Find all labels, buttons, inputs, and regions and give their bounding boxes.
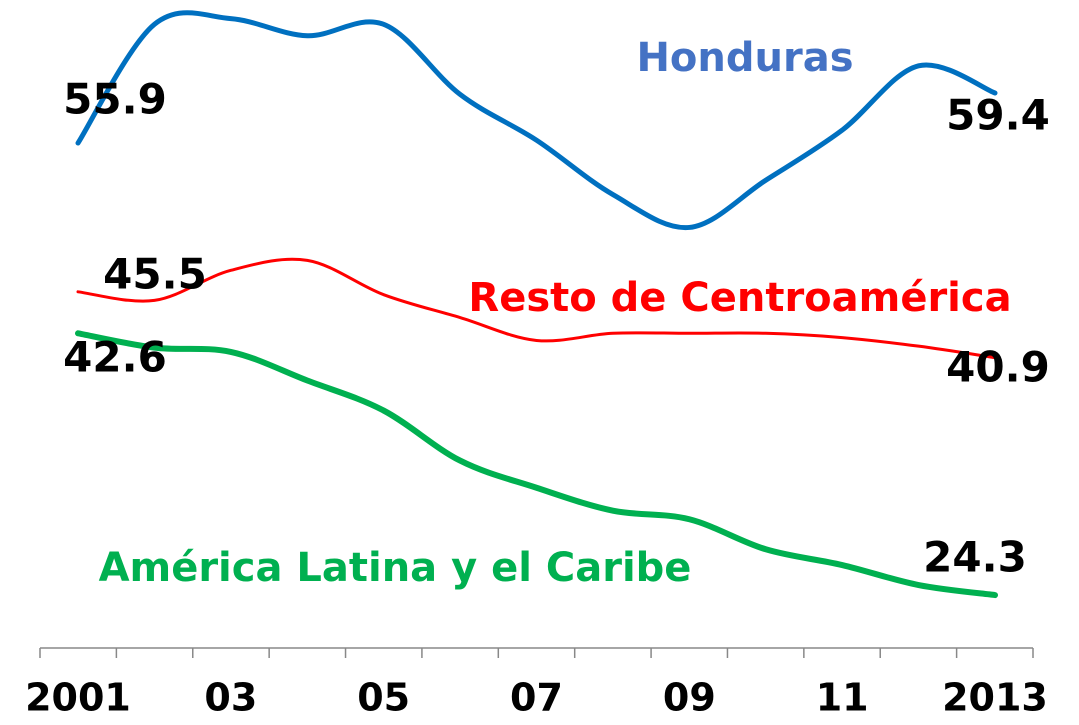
data-label: 45.5 [103, 250, 207, 299]
line [76, 257, 997, 360]
line [75, 330, 998, 599]
data-label: 55.9 [63, 75, 167, 124]
data-label: 40.9 [946, 343, 1050, 392]
x-tick-label: 05 [357, 676, 410, 720]
data-label: 59.4 [946, 91, 1050, 140]
x-tick-label: 2013 [942, 676, 1048, 720]
series-label: América Latina y el Caribe [99, 545, 692, 591]
x-tick-label: 07 [510, 676, 563, 720]
line [75, 10, 998, 230]
x-tick-label: 11 [816, 676, 869, 720]
x-tick-label: 03 [204, 676, 257, 720]
x-tick-label: 09 [663, 676, 716, 720]
data-label: 24.3 [923, 533, 1027, 582]
series-label: Honduras [636, 35, 853, 81]
series-label: Resto de Centroamérica [468, 275, 1011, 321]
x-tick-label: 2001 [25, 676, 131, 720]
data-label: 42.6 [63, 333, 167, 382]
